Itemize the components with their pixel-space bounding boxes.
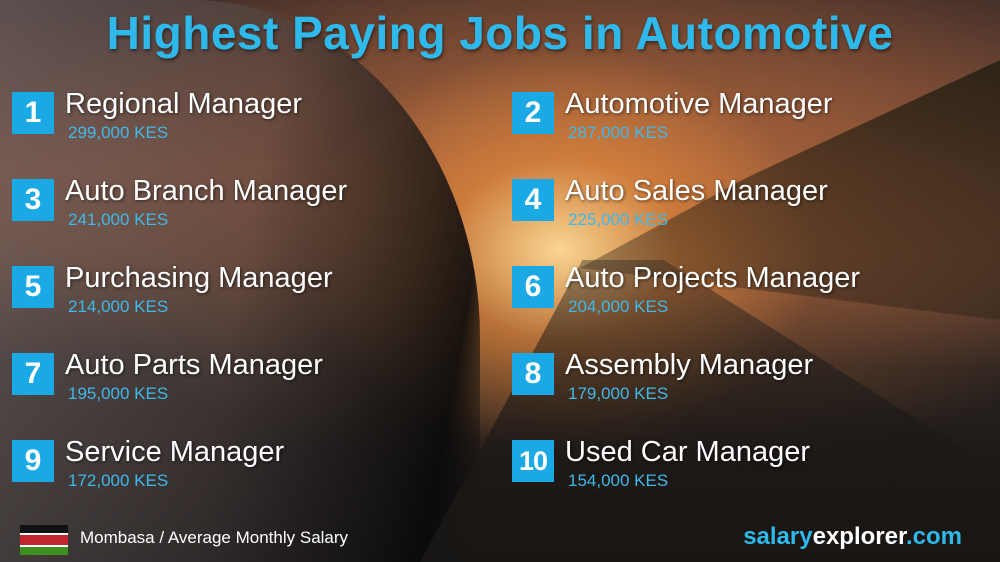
footer: Mombasa / Average Monthly Salary salarye… bbox=[0, 512, 1000, 562]
job-salary: 214,000 KES bbox=[68, 297, 169, 316]
job-salary: 195,000 KES bbox=[68, 384, 169, 403]
job-title: Used Car Manager bbox=[565, 436, 810, 468]
page-title: Highest Paying Jobs in Automotive bbox=[106, 7, 894, 59]
rank-badge: 3 bbox=[12, 179, 54, 221]
job-salary: 299,000 KES bbox=[68, 123, 169, 142]
job-title: Auto Sales Manager bbox=[565, 175, 828, 207]
rank-badge: 7 bbox=[12, 353, 54, 395]
job-title: Auto Projects Manager bbox=[565, 262, 860, 294]
brand-logo[interactable]: salaryexplorer.com bbox=[743, 523, 962, 551]
rank-badge: 8 bbox=[512, 353, 554, 395]
rank-badge: 5 bbox=[12, 266, 54, 308]
job-salary: 241,000 KES bbox=[68, 210, 169, 229]
rank-badge: 10 bbox=[512, 440, 554, 482]
job-title: Auto Parts Manager bbox=[65, 349, 323, 381]
brand-part: salary bbox=[743, 523, 813, 550]
rank-badge: 6 bbox=[512, 266, 554, 308]
job-salary: 287,000 KES bbox=[568, 123, 669, 142]
job-title: Service Manager bbox=[65, 436, 285, 468]
job-title: Regional Manager bbox=[65, 88, 302, 120]
rank-badge: 1 bbox=[12, 92, 54, 134]
kenya-flag-icon bbox=[20, 525, 68, 555]
rank-badge: 9 bbox=[12, 440, 54, 482]
location-label: Mombasa / Average Monthly Salary bbox=[80, 528, 349, 547]
brand-part: .com bbox=[905, 523, 962, 550]
job-salary: 225,000 KES bbox=[568, 210, 669, 229]
job-salary: 179,000 KES bbox=[568, 384, 669, 403]
job-title: Auto Branch Manager bbox=[65, 175, 348, 207]
job-salary: 204,000 KES bbox=[568, 297, 669, 316]
rank-badge: 4 bbox=[512, 179, 554, 221]
job-title: Automotive Manager bbox=[565, 88, 833, 120]
job-salary: 172,000 KES bbox=[68, 471, 169, 490]
job-title: Purchasing Manager bbox=[65, 262, 333, 294]
job-salary: 154,000 KES bbox=[568, 471, 669, 490]
job-title: Assembly Manager bbox=[565, 349, 814, 381]
brand-part: explorer bbox=[812, 523, 906, 550]
rank-badge: 2 bbox=[512, 92, 554, 134]
